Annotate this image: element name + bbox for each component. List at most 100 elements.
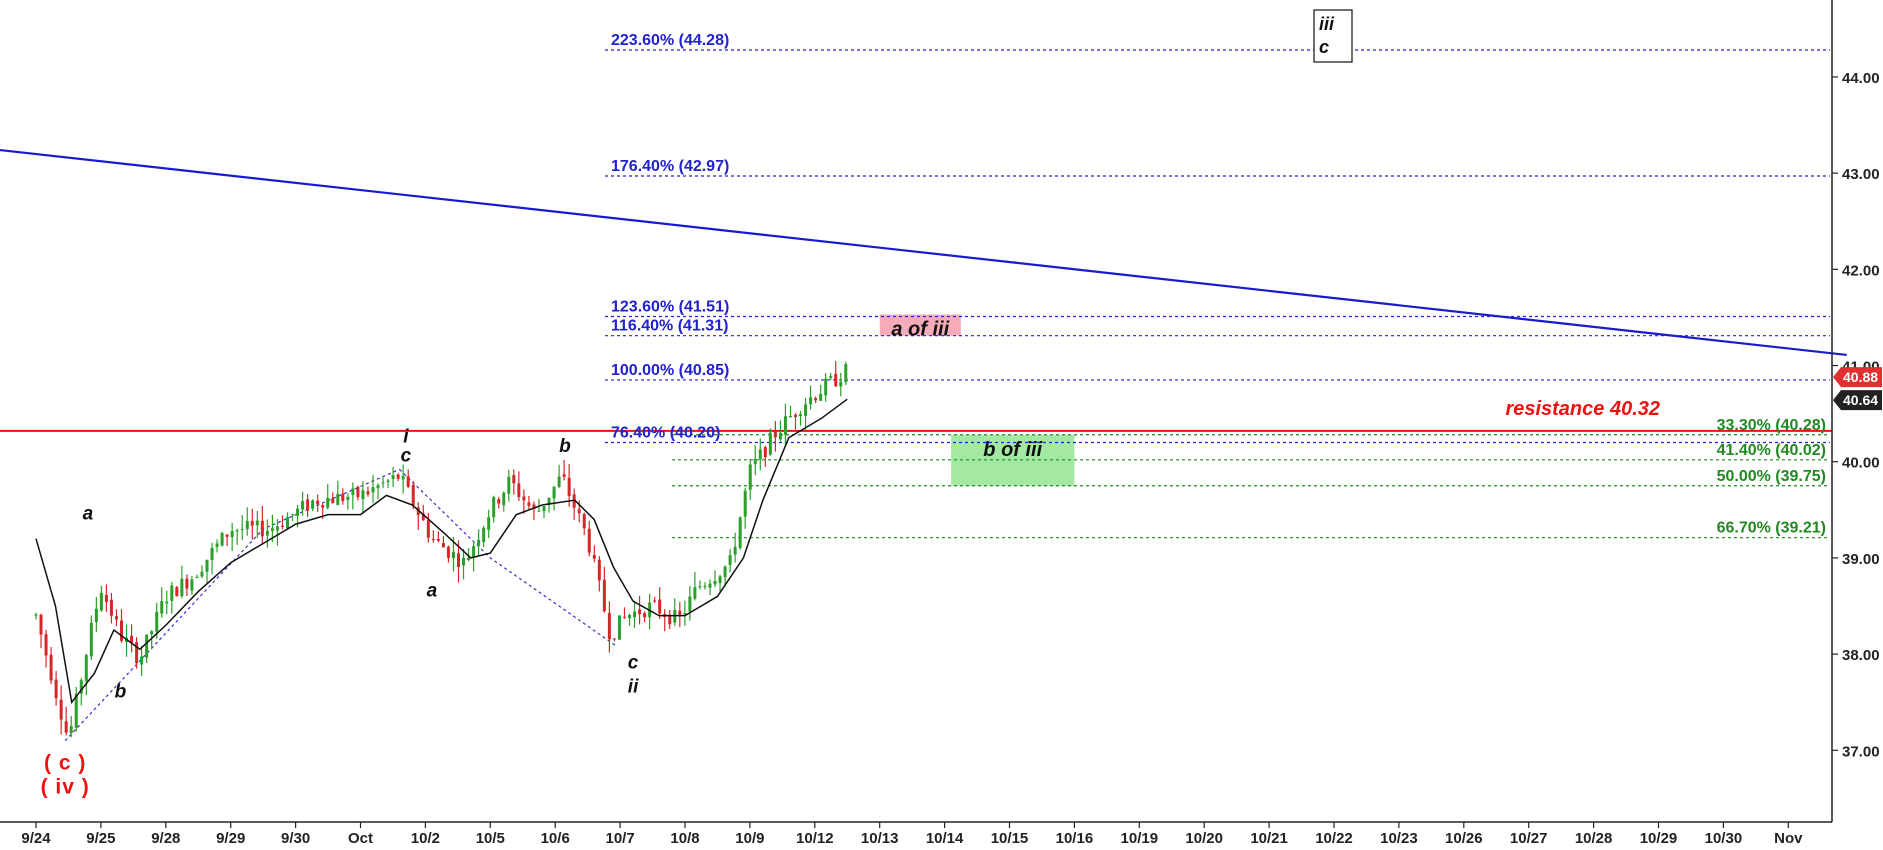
price-badge-1: 40.88 (1833, 367, 1882, 388)
candle-body-93 (502, 492, 506, 506)
candle-body-118 (628, 614, 632, 619)
x-tick-label-20: 10/21 (1250, 830, 1288, 847)
fib-label-blue-6: 76.40% (40.20) (611, 424, 720, 441)
x-tick-label-12: 10/9 (735, 830, 764, 847)
x-tick-label-5: 9/30 (281, 830, 310, 847)
candle-body-59 (331, 498, 335, 504)
candle-body-157 (824, 378, 828, 396)
candle-body-57 (321, 505, 325, 508)
x-tick-label-15: 10/14 (926, 830, 964, 847)
candle-body-8 (74, 693, 78, 728)
candle-body-112 (597, 559, 601, 581)
x-tick-label-1: 9/24 (21, 830, 51, 847)
candle-body-116 (617, 615, 621, 640)
candle-body-138 (728, 555, 732, 565)
candle-body-109 (582, 513, 586, 529)
candle-body-150 (788, 416, 792, 418)
candle-body-33 (200, 571, 204, 577)
candle-body-0 (34, 614, 38, 616)
candle-body-83 (451, 551, 455, 559)
candle-body-140 (738, 517, 742, 548)
boxed-label-frame (1313, 9, 1353, 63)
candle-body-134 (708, 583, 712, 588)
x-tick-label-26: 10/29 (1640, 830, 1678, 847)
candle-body-106 (567, 477, 571, 497)
zone-label-1: a of iii (891, 319, 949, 341)
candle-body-43 (250, 520, 254, 526)
candle-body-104 (557, 476, 561, 487)
candle-body-146 (768, 432, 772, 455)
candle-body-41 (240, 529, 244, 531)
candle-body-14 (104, 594, 108, 602)
wave-label-4: c (401, 446, 412, 467)
candle-body-71 (391, 475, 395, 480)
candle-body-151 (793, 414, 797, 417)
candle-body-145 (763, 447, 767, 458)
candle-body-55 (311, 500, 315, 509)
candle-body-89 (482, 527, 486, 543)
moving-average-layer (35, 398, 848, 704)
candle-body-62 (346, 496, 350, 500)
candle-body-9 (79, 680, 83, 694)
y-tick-label-1: 37.00 (1842, 743, 1880, 760)
label-layer: a of iii b of iii 223.60% (44.28) 176.40% (… (41, 9, 1826, 799)
candle-body-40 (235, 530, 239, 532)
candle-body-159 (834, 373, 838, 387)
candle-body-152 (799, 414, 803, 417)
boxed-label-line-2: c (1319, 37, 1329, 57)
candle-body-11 (89, 622, 93, 657)
price-badge-shape-2 (1833, 390, 1882, 411)
candle-body-101 (542, 506, 546, 512)
candle-body-86 (467, 557, 471, 561)
fib-label-blue-3: 123.60% (41.51) (611, 298, 729, 315)
candle-body-51 (291, 514, 295, 516)
candle-body-10 (84, 655, 88, 681)
candle-body-73 (401, 476, 405, 480)
candle-body-153 (804, 404, 808, 416)
candle-body-27 (170, 585, 174, 601)
candle-body-99 (532, 504, 536, 509)
candle-body-94 (507, 476, 511, 494)
candle-body-88 (477, 539, 481, 546)
candle-body-105 (562, 474, 566, 477)
candle-body-56 (316, 500, 320, 505)
candle-body-17 (120, 620, 124, 641)
candle-body-130 (688, 596, 692, 612)
candle-body-35 (210, 547, 214, 561)
candle-body-46 (265, 530, 269, 536)
candle-body-45 (260, 520, 264, 537)
candle-body-15 (109, 599, 113, 616)
candle-body-68 (376, 485, 380, 489)
candle-body-149 (783, 416, 787, 435)
candle-body-160 (839, 381, 843, 387)
candle-body-30 (185, 578, 189, 589)
candle-body-95 (512, 475, 516, 484)
price-badge-text-2: 40.64 (1843, 392, 1878, 408)
candle-body-119 (633, 611, 637, 618)
wave-label-1: a (83, 503, 94, 524)
candle-body-78 (426, 520, 430, 538)
candle-body-32 (195, 577, 199, 579)
x-tick-label-10: 10/7 (605, 830, 634, 847)
candle-body-26 (165, 601, 169, 604)
fib-label-blue-5: 100.00% (40.85) (611, 362, 729, 379)
candle-body-28 (175, 587, 179, 597)
candle-body-42 (245, 520, 249, 530)
wave-label-3: i (403, 426, 409, 447)
candle-body-126 (668, 614, 672, 625)
candle-body-50 (285, 517, 289, 529)
wave-label-10: ( iv ) (41, 776, 90, 799)
candle-body-135 (713, 580, 717, 585)
candle-body-70 (386, 480, 390, 483)
candle-body-39 (230, 531, 234, 538)
candle-body-147 (773, 431, 777, 438)
candle-body-82 (446, 546, 450, 558)
candle-body-31 (190, 579, 194, 591)
candle-body-108 (577, 509, 581, 514)
x-tick-label-8: 10/5 (476, 830, 505, 847)
x-tick-label-14: 10/13 (861, 830, 899, 847)
moving-average-line (35, 398, 848, 704)
y-tick-label-3: 39.00 (1842, 551, 1880, 568)
